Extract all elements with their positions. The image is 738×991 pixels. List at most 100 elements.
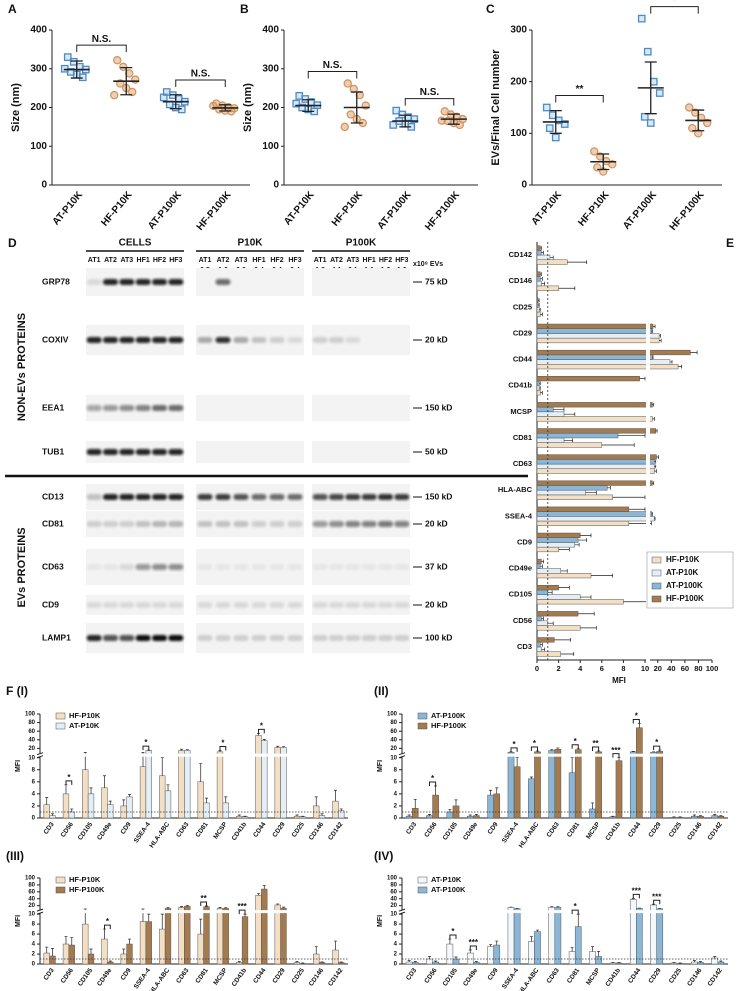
error-bar — [550, 749, 554, 751]
legend-label: HF-P10K — [69, 875, 101, 884]
significance-label: * — [533, 739, 537, 748]
y-tick-label: 0 — [32, 816, 36, 822]
bar — [536, 516, 655, 522]
ev-unit: x10⁸ EVs — [413, 261, 443, 268]
bar — [670, 817, 678, 819]
blot-band — [378, 602, 393, 608]
error-bar — [166, 907, 170, 909]
data-point — [113, 56, 122, 65]
axis-break — [36, 753, 348, 757]
bar — [293, 815, 301, 819]
size-label: 150 kD — [425, 491, 452, 501]
x-tick-label: MCSP — [585, 821, 602, 841]
blot-band — [233, 602, 249, 608]
blot-band — [168, 635, 184, 641]
axis-break — [398, 910, 728, 914]
bar — [426, 958, 433, 965]
error-bar — [713, 814, 717, 816]
bar — [299, 816, 306, 819]
error-bar — [547, 621, 554, 626]
bar — [216, 908, 224, 965]
error-bar — [540, 246, 542, 250]
lane-label: HF1 — [363, 257, 376, 264]
blot-band — [361, 635, 377, 641]
bar — [87, 793, 95, 819]
blot-background — [86, 549, 184, 585]
bar — [184, 906, 191, 965]
bar — [615, 760, 623, 819]
blot-band — [215, 521, 231, 527]
x-tick-label: CD9 — [487, 821, 500, 836]
blot-background — [312, 325, 410, 355]
x-tick-label: CD44 — [627, 967, 642, 985]
lane-label: AT3 — [120, 257, 133, 264]
blot-band — [329, 494, 344, 500]
error-bar — [654, 459, 657, 464]
blot-band — [119, 635, 135, 641]
blot-band — [103, 279, 118, 285]
y-tick-label: 200 — [30, 102, 47, 113]
error-bar — [468, 949, 472, 954]
y-axis-label: Size (nm) — [242, 83, 254, 132]
significance-label: *** — [632, 887, 642, 896]
significance-label: * — [106, 917, 110, 926]
blot-band — [287, 521, 303, 527]
significance-label: * — [574, 902, 578, 911]
error-bar — [224, 907, 228, 909]
panel-label: (IV) — [374, 849, 393, 863]
error-bar — [654, 464, 657, 469]
x-tick-label: 60 — [681, 664, 689, 673]
x-tick-label: CD41b — [604, 967, 622, 988]
protein-label: CD13 — [42, 491, 64, 501]
data-point — [177, 105, 186, 114]
legend-label: HF-P10K — [69, 711, 101, 720]
panel-label: (III) — [6, 849, 24, 863]
blot-band — [269, 521, 285, 527]
data-point — [389, 121, 398, 129]
bar — [255, 735, 262, 819]
error-bar — [540, 564, 543, 569]
blot-band — [233, 564, 249, 570]
axis-break-mark — [398, 908, 406, 915]
error-bar — [653, 324, 656, 329]
bar — [62, 793, 70, 819]
significance-bracket — [469, 945, 477, 951]
x-tick-label: HLA-ABC — [518, 821, 541, 850]
error-bar — [535, 750, 539, 752]
x-tick-label: CD146 — [308, 821, 326, 842]
y-tick-label: 60 — [28, 729, 35, 735]
significance-bracket — [592, 746, 600, 751]
blot-band — [119, 494, 135, 500]
bar — [536, 615, 542, 622]
error-bar — [558, 585, 570, 590]
y-tick-label: 0 — [394, 816, 398, 822]
significance-bracket — [653, 899, 661, 905]
blot-band — [345, 564, 361, 570]
blot-band — [135, 449, 151, 455]
x-tick-label: CD56 — [60, 821, 75, 839]
x-tick-label: CD56 — [423, 967, 438, 985]
bar — [164, 790, 172, 819]
bar — [432, 794, 439, 819]
bar — [536, 302, 539, 308]
blot-band — [103, 405, 118, 411]
bar — [164, 908, 172, 965]
bar — [145, 750, 152, 819]
bar — [717, 961, 725, 965]
bar — [261, 888, 268, 965]
data-point — [131, 75, 140, 84]
error-bar — [591, 573, 613, 578]
bar — [446, 811, 454, 819]
error-bar — [556, 906, 560, 908]
significance-bracket — [175, 79, 226, 87]
bar — [507, 907, 515, 965]
x-tick-label: SSEA-4 — [501, 967, 520, 991]
lane-label: AT1 — [88, 257, 101, 264]
bar — [574, 926, 582, 965]
bar — [528, 941, 535, 965]
size-label: 75 kD — [425, 276, 448, 286]
blot-band — [215, 602, 231, 608]
blot-band — [135, 635, 151, 641]
blot-band — [103, 602, 118, 608]
x-tick-label: CD63 — [546, 821, 561, 839]
